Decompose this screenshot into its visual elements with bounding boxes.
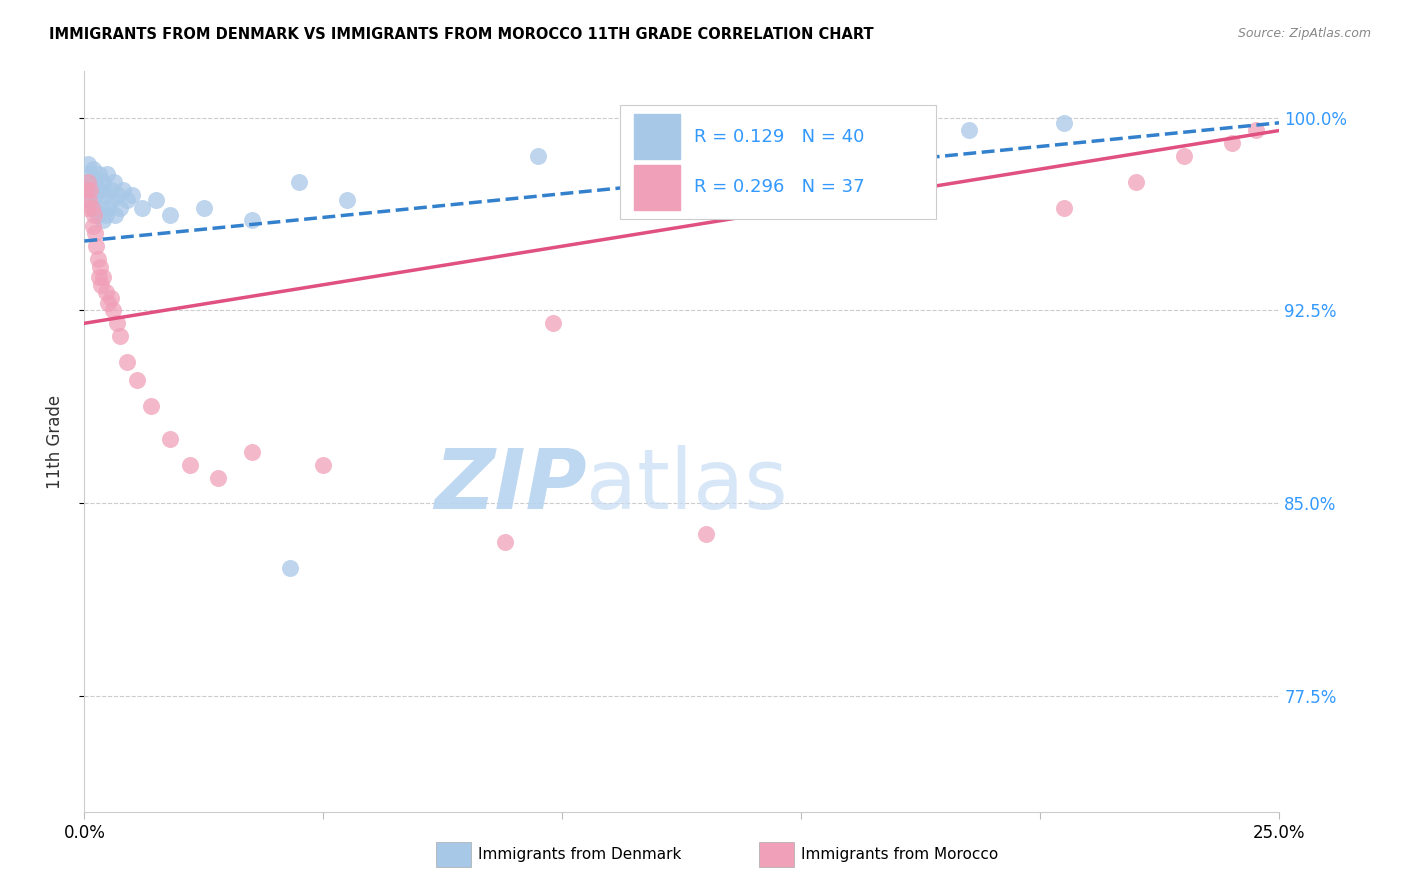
Point [87,167,110,181]
Point [541,316,564,330]
Point [94,208,117,222]
Point [957,123,980,137]
Point [94,187,117,202]
Point [131,201,153,215]
Point [80,183,103,197]
Point [76,175,98,189]
Point [1125,175,1147,189]
Point [89,260,111,274]
Point [93,175,115,189]
Point [1244,123,1267,137]
Point [87,252,110,266]
FancyBboxPatch shape [620,104,936,219]
Point [79,167,101,181]
Point [80,201,103,215]
Point [145,193,167,207]
Point [76,201,98,215]
Point [100,291,122,305]
Point [77,193,100,207]
Point [125,373,148,387]
Point [91,213,114,227]
Point [83,227,105,241]
Point [1053,116,1076,130]
Point [121,187,143,202]
Text: IMMIGRANTS FROM DENMARK VS IMMIGRANTS FROM MOROCCO 11TH GRADE CORRELATION CHART: IMMIGRANTS FROM DENMARK VS IMMIGRANTS FR… [49,27,875,42]
Point [89,201,111,215]
Point [82,219,104,233]
Point [278,560,301,574]
Point [159,432,181,446]
Text: Immigrants from Morocco: Immigrants from Morocco [801,847,998,862]
Y-axis label: 11th Grade: 11th Grade [45,394,63,489]
Point [97,295,120,310]
Point [87,208,110,222]
Point [1173,149,1195,163]
Point [207,470,229,484]
Text: atlas: atlas [586,445,787,526]
Point [695,131,717,145]
Point [97,201,120,215]
Point [111,183,134,197]
Point [1053,201,1076,215]
Point [77,175,100,189]
Point [117,355,139,369]
Point [93,270,115,285]
Point [240,445,263,459]
Point [100,183,122,197]
Point [86,239,108,253]
Point [86,187,108,202]
Point [312,458,335,472]
Point [240,213,263,227]
Point [83,201,105,215]
Point [527,149,550,163]
Point [179,458,201,472]
Point [105,316,128,330]
Point [141,399,163,413]
Text: R = 0.129   N = 40: R = 0.129 N = 40 [695,128,865,145]
Point [83,175,105,189]
Text: R = 0.296   N = 37: R = 0.296 N = 37 [695,178,865,196]
Point [1220,136,1243,151]
Point [75,183,97,197]
Point [96,167,118,181]
FancyBboxPatch shape [634,114,679,159]
Point [117,193,139,207]
Point [695,527,717,541]
Point [110,329,132,343]
Point [82,162,104,177]
Point [79,183,101,197]
Point [193,201,215,215]
Point [103,175,125,189]
Point [83,208,105,222]
Point [288,175,311,189]
Text: Immigrants from Denmark: Immigrants from Denmark [478,847,682,862]
Point [336,193,359,207]
Point [159,208,181,222]
Point [101,303,124,318]
Point [494,534,516,549]
Point [87,270,110,285]
Point [110,201,132,215]
Point [77,157,100,171]
Text: ZIP: ZIP [433,445,586,526]
Point [107,187,129,202]
Text: Source: ZipAtlas.com: Source: ZipAtlas.com [1237,27,1371,40]
Point [90,277,112,292]
Point [94,285,117,300]
Point [77,193,100,207]
FancyBboxPatch shape [634,165,679,210]
Point [90,183,112,197]
Point [104,208,127,222]
Point [101,193,124,207]
